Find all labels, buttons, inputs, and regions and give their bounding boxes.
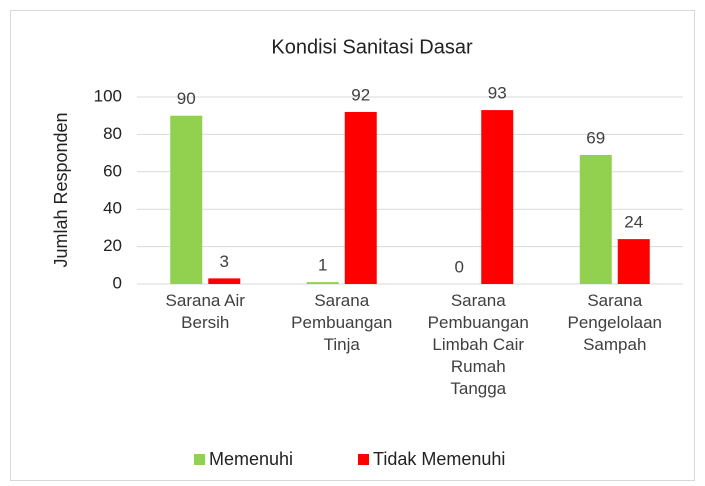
value-label: 24 [624, 213, 643, 232]
x-tick-label: Sarana Pembuangan Tinja [291, 291, 393, 354]
y-tick-label: 40 [103, 199, 122, 218]
bar [481, 110, 514, 284]
legend-swatch [358, 454, 369, 465]
bar [344, 111, 377, 285]
bar [617, 239, 650, 284]
x-tick-label-box: Sarana Pembuangan Limbah Cair Rumah Tang… [427, 291, 529, 398]
x-tick-label-box: Sarana Pembuangan Tinja [291, 291, 393, 354]
y-tick-label: 80 [103, 124, 122, 143]
x-tick-label-box: Sarana Pengelolaan Sampah [567, 291, 663, 354]
x-tick-label: Sarana Air Bersih [165, 291, 245, 332]
value-label: 93 [488, 84, 507, 103]
x-tick-label-box: Sarana Air Bersih [165, 291, 245, 332]
bar [306, 282, 339, 284]
chart-title: Kondisi Sanitasi Dasar [271, 36, 473, 58]
value-label: 0 [455, 257, 464, 276]
bar [208, 278, 241, 284]
y-tick-label: 20 [103, 236, 122, 255]
value-label: 92 [351, 85, 370, 104]
y-tick-label: 100 [94, 86, 122, 105]
y-axis-label: Jumlah Responden [51, 112, 71, 267]
y-tick-label: 60 [103, 161, 122, 180]
y-tick-label: 0 [113, 273, 122, 292]
bar [170, 115, 203, 284]
value-label: 69 [586, 128, 605, 147]
legend-swatch [194, 454, 205, 465]
bar [579, 154, 612, 284]
value-label: 90 [177, 89, 196, 108]
value-label: 3 [220, 252, 229, 271]
legend-label: Memenuhi [209, 449, 293, 469]
legend-label: Tidak Memenuhi [373, 449, 505, 469]
x-tick-label: Sarana Pembuangan Limbah Cair Rumah Tang… [427, 291, 529, 398]
x-tick-label: Sarana Pengelolaan Sampah [567, 291, 663, 354]
value-label: 1 [318, 256, 327, 275]
